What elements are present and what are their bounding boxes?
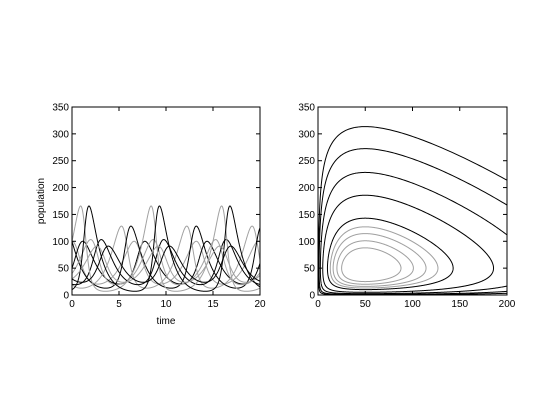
phase-plane-xtick-label: 0 xyxy=(315,299,321,310)
inner-orbit-3 xyxy=(329,226,439,289)
phase-plane-ytick-label: 0 xyxy=(309,291,315,302)
phase-plane-xtick-label: 100 xyxy=(404,299,421,310)
phase-plane-ytick-label: 200 xyxy=(298,183,315,194)
time-series-ytick-label: 0 xyxy=(63,291,69,302)
phase-plane-xtick-label: 150 xyxy=(451,299,468,310)
phase-plane-ytick-label: 100 xyxy=(298,237,315,248)
time-series-ytick-label: 300 xyxy=(52,129,69,140)
phase-plane-ytick-label: 350 xyxy=(298,103,315,114)
time-series-xlabel: time xyxy=(157,316,176,327)
outer-orbit-0 xyxy=(326,217,454,291)
prey-line-0 xyxy=(72,240,260,285)
inner-orbit-1 xyxy=(336,240,414,285)
phase-plane-xtick-label: 50 xyxy=(360,299,372,310)
inner-orbit-2 xyxy=(332,233,427,287)
phase-plane-frame xyxy=(317,106,508,296)
time-series-ytick-label: 250 xyxy=(52,156,69,167)
time-series-xtick-label: 10 xyxy=(160,299,172,310)
outer-orbit-3 xyxy=(318,148,507,295)
time-series-lines xyxy=(72,205,260,292)
time-series-xtick-label: 20 xyxy=(254,299,266,310)
time-series-xtick-label: 5 xyxy=(116,299,122,310)
predator-line-2 xyxy=(72,239,260,286)
phase-plane-ytick-label: 50 xyxy=(304,264,316,275)
phase-plane-xtick-label: 200 xyxy=(499,299,516,310)
inner-orbit-0 xyxy=(341,247,402,283)
time-series-xtick-label: 0 xyxy=(69,299,75,310)
phase-plane-ytick-label: 250 xyxy=(298,156,315,167)
phase-plane-orbits xyxy=(318,126,507,295)
time-series-ytick-label: 150 xyxy=(52,210,69,221)
phase-plane-axes: 0 50 100 150 200 0 50 100 150 200 250 300 350 xyxy=(298,103,515,311)
phase-plane-ytick-label: 150 xyxy=(298,210,315,221)
phase-plane-ticks: 0 50 100 150 200 0 50 100 150 200 250 300 350 xyxy=(298,103,515,311)
time-series-frame xyxy=(71,106,261,296)
time-series-xtick-label: 15 xyxy=(207,299,219,310)
time-series-ytick-label: 200 xyxy=(52,183,69,194)
prey-line-2 xyxy=(72,239,260,286)
predator-line-4 xyxy=(72,245,260,283)
outer-orbit-2 xyxy=(319,171,507,295)
prey-line-4 xyxy=(72,245,260,283)
outer-orbit-4 xyxy=(318,126,507,295)
phase-plane-ytick-label: 300 xyxy=(298,129,315,140)
time-series-ytick-label: 350 xyxy=(52,103,69,114)
prey-line-3 xyxy=(72,205,260,292)
outer-orbit-1 xyxy=(322,194,495,293)
time-series-ylabel: population xyxy=(36,178,47,224)
time-series-ytick-label: 50 xyxy=(58,264,70,275)
time-series-ytick-label: 100 xyxy=(52,237,69,248)
predator-line-3 xyxy=(72,205,260,292)
